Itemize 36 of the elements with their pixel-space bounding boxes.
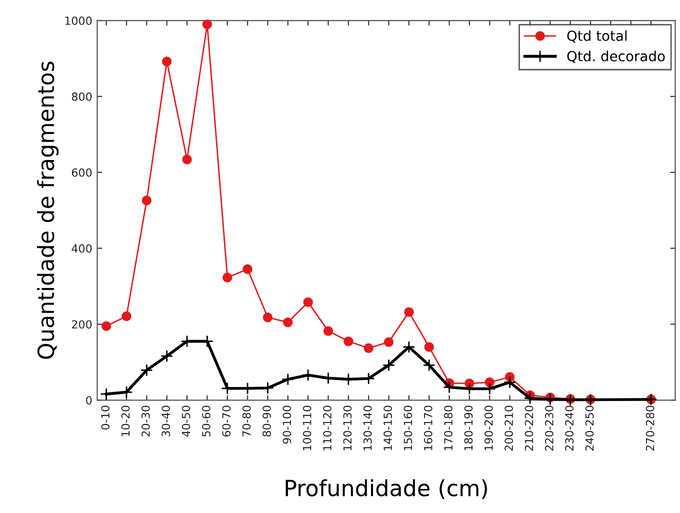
- x-tick-label: 30-40: [162, 406, 170, 436]
- x-tick-label: 110-120: [323, 406, 332, 450]
- x-tick-label: 70-80: [242, 406, 251, 436]
- x-tick-label: 40-50: [182, 406, 190, 437]
- x-tick-label: 190-200: [484, 406, 493, 450]
- x-tick-label: 120-130: [343, 406, 352, 450]
- x-tick-label: 50-60: [202, 406, 210, 436]
- x-tick-label: 240-250: [585, 406, 594, 451]
- x-tick-label: 20-30: [141, 406, 150, 436]
- y-axis-title: Quantidade de fragmentos: [37, 62, 59, 359]
- legend-label: Qtd total: [567, 30, 627, 43]
- x-axis-title: Profundidade (cm): [286, 479, 487, 500]
- x-tick-label: 180-190: [464, 406, 473, 450]
- x-tick-label: 170-180: [444, 406, 453, 450]
- x-tick-label: 90-100: [282, 406, 292, 444]
- y-tick-label: 1000: [65, 16, 92, 25]
- legend-label: Qtd. decorado: [567, 50, 665, 63]
- x-tick-label: 10-20: [121, 406, 130, 436]
- x-tick-label: 80-90: [262, 406, 271, 437]
- x-tick-label: 230-240: [565, 406, 574, 451]
- x-tick-label: 210-220: [524, 406, 534, 451]
- x-tick-label: 270-280: [646, 406, 654, 451]
- x-tick-label: 200-210: [504, 406, 514, 451]
- x-tick-label: 100-110: [302, 406, 312, 450]
- y-tick-label: 0: [86, 396, 92, 405]
- x-tick-label: 160-170: [424, 406, 432, 450]
- y-tick-label: 200: [72, 320, 92, 329]
- y-tick-label: 400: [72, 244, 92, 253]
- x-tick-label: 0-10: [101, 406, 110, 430]
- y-tick-label: 600: [72, 168, 92, 177]
- x-tick-label: 60-70: [222, 406, 231, 437]
- x-tick-label: 220-230: [544, 406, 554, 451]
- x-tick-label: 150-160: [404, 406, 412, 450]
- x-tick-label: 130-140: [363, 406, 372, 450]
- x-tick-label: 140-150: [384, 406, 392, 450]
- y-tick-label: 800: [72, 92, 92, 101]
